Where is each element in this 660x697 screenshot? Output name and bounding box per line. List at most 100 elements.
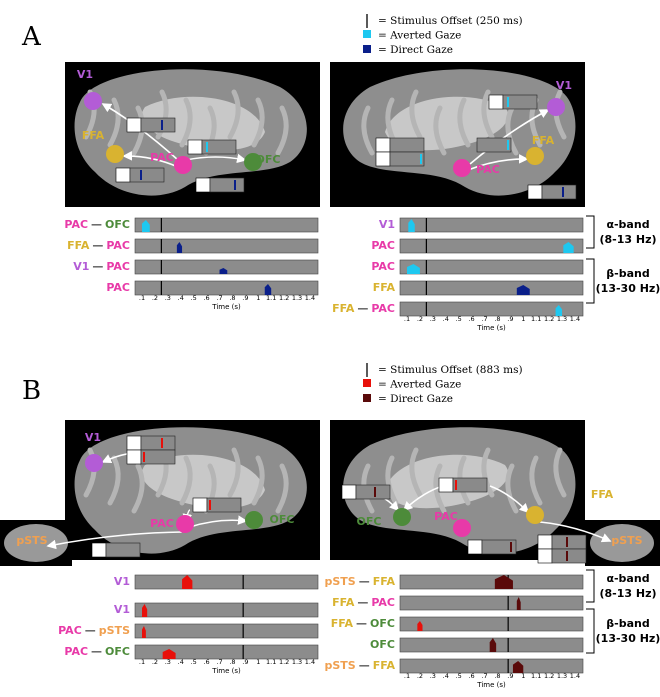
x-tick-label: 1.4 [305, 658, 315, 666]
sulcus [107, 97, 121, 148]
sulcus [433, 463, 447, 514]
x-tick-label: .8 [229, 658, 235, 666]
inset [389, 137, 425, 153]
blob [142, 220, 150, 232]
blob [489, 638, 497, 652]
row-label: PAC [371, 260, 395, 273]
region-node [547, 98, 565, 116]
blob [512, 661, 524, 673]
sulcus [275, 463, 289, 514]
x-tick-label: .9 [242, 294, 248, 302]
medial-wall [141, 96, 265, 151]
row-label-part: — [91, 218, 102, 231]
inset [140, 435, 176, 451]
inset [129, 167, 165, 183]
x-tick-label: 1 [256, 658, 260, 666]
panel-label: A [21, 22, 42, 52]
x-tick-label: .1 [404, 315, 410, 323]
plot-row [399, 238, 584, 254]
region-label: V1 [556, 79, 572, 92]
inset [389, 151, 425, 167]
region-label: pSTS [16, 534, 47, 547]
x-tick-label: .4 [443, 315, 449, 323]
inset-brain [4, 524, 68, 562]
inset [355, 484, 391, 500]
row-label-part: OFC [370, 617, 395, 630]
panel-label: B [22, 376, 41, 406]
inset-mark [507, 140, 509, 150]
row-label: pSTS — FFA [324, 659, 395, 672]
x-tick-label: .2 [152, 294, 158, 302]
x-tick-label: .1 [139, 658, 145, 666]
arrow [489, 485, 530, 514]
blob [142, 626, 146, 638]
x-tick-label: .1 [139, 294, 145, 302]
x-tick-label: 1 [521, 672, 525, 680]
plot-row [134, 602, 319, 618]
x-tick-label: 1.4 [570, 315, 580, 323]
inset-mark [420, 154, 422, 164]
region-node [245, 511, 263, 529]
x-tick-label: 1.1 [266, 294, 276, 302]
inset-mark [140, 170, 142, 180]
row-label-part: — [92, 260, 103, 273]
arrow [189, 515, 248, 528]
inset [502, 94, 538, 110]
sulcus [227, 447, 241, 498]
inset-mark [562, 187, 564, 197]
plot-row [134, 238, 319, 254]
inset-bg [187, 139, 203, 155]
sulcus [481, 447, 495, 498]
inset-bg [467, 539, 483, 555]
region-node [85, 454, 103, 472]
sulcus [385, 455, 399, 506]
inset-mark [143, 452, 145, 462]
x-tick-label: 1.2 [279, 294, 289, 302]
x-tick-label: .6 [468, 315, 474, 323]
row-label-part: PAC [58, 624, 82, 637]
x-tick-label: .7 [216, 658, 222, 666]
row-label-part: PAC [371, 260, 395, 273]
inset [209, 177, 245, 193]
x-tick-label: 1 [521, 315, 525, 323]
x-tick-label: .3 [165, 658, 171, 666]
band-range: (13-30 Hz) [596, 632, 660, 645]
row-label: PAC — OFC [64, 645, 130, 658]
row-label: PAC [371, 239, 395, 252]
sulcus [227, 89, 241, 140]
region-node [106, 145, 124, 163]
legend-text: = Stimulus Offset (883 ms) [378, 364, 523, 376]
sulcus [179, 97, 193, 148]
x-tick-label: 1.3 [557, 315, 567, 323]
inset-mark [209, 500, 211, 510]
region-label: PAC [434, 510, 458, 523]
band-name: β-band [606, 617, 649, 630]
inset-bg [126, 435, 142, 451]
inset-bg [126, 117, 142, 133]
x-tick-label: .4 [178, 294, 184, 302]
legend-averted [363, 30, 371, 38]
x-tick-label: .6 [203, 294, 209, 302]
sulcus [409, 89, 423, 140]
row-label-part: — [357, 302, 368, 315]
band-range: (8-13 Hz) [599, 233, 656, 246]
region-node [526, 147, 544, 165]
inset-bg [115, 167, 131, 183]
row-label-part: FFA [332, 302, 355, 315]
arrow [539, 521, 612, 543]
arrow [467, 154, 529, 171]
inset [452, 477, 488, 493]
x-tick-label: 1.1 [531, 672, 541, 680]
row-label-part: PAC [64, 645, 88, 658]
blob [182, 575, 193, 589]
inset [140, 117, 176, 133]
legend-text: = Averted Gaze [378, 379, 461, 391]
x-tick-label: .2 [417, 315, 423, 323]
arrow [46, 531, 183, 550]
x-tick-label: .4 [178, 658, 184, 666]
inset [201, 139, 237, 155]
region-node [244, 153, 262, 171]
row-label: OFC [370, 638, 395, 651]
row-label-part: OFC [370, 638, 395, 651]
row-label-part: pSTS [324, 575, 355, 588]
